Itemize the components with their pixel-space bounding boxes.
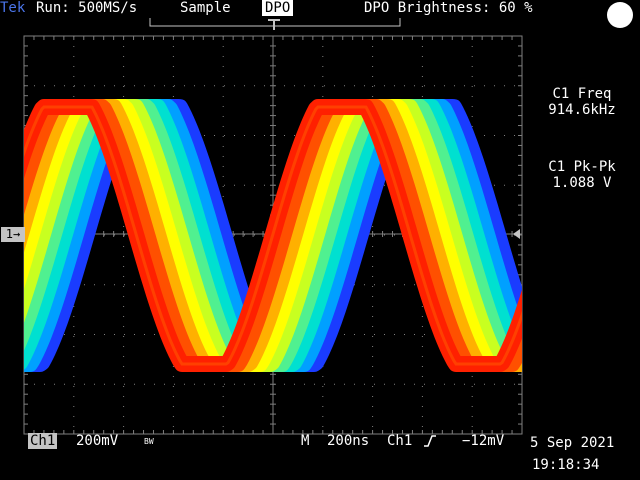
bandwidth-limit-indicator: BW xyxy=(144,437,154,446)
run-status: Run: 500MS/s xyxy=(36,0,138,16)
round-indicator-icon xyxy=(607,2,633,28)
freq-label: C1 Freq xyxy=(552,86,612,102)
vertical-scale: 200mV xyxy=(76,433,119,449)
dpo-brightness: DPO Brightness: 60 % xyxy=(364,0,533,16)
pkpk-value: 1.088 V xyxy=(552,175,612,191)
trigger-position-marker-icon xyxy=(268,19,280,30)
timebase-value: 200ns xyxy=(327,433,370,449)
ch1-ground-marker[interactable]: 1→ xyxy=(1,227,25,242)
core-trace xyxy=(24,105,522,366)
date-display: 5 Sep 2021 xyxy=(530,435,615,451)
trigger-level-arrow-icon[interactable] xyxy=(513,229,520,239)
dpo-badge: DPO xyxy=(262,0,294,16)
timebase-prefix: M xyxy=(301,433,310,449)
rising-edge-icon xyxy=(424,435,436,447)
brand-logo: Tek xyxy=(0,0,26,16)
trigger-level: −12mV xyxy=(462,433,505,449)
channel-label[interactable]: Ch1 xyxy=(28,433,58,449)
trigger-position-bar xyxy=(149,18,401,30)
freq-value: 914.6kHz xyxy=(548,102,616,118)
acquisition-mode: Sample xyxy=(180,0,231,16)
trigger-source: Ch1 xyxy=(387,433,413,449)
waveform-trace xyxy=(24,99,522,372)
pkpk-label: C1 Pk-Pk xyxy=(548,159,616,175)
time-display: 19:18:34 xyxy=(532,457,600,473)
